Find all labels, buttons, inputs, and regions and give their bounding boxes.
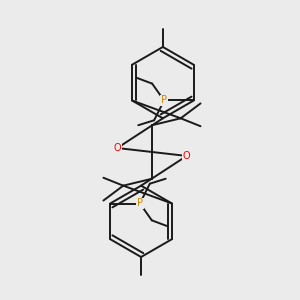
- Text: P: P: [137, 199, 143, 208]
- Text: O: O: [183, 151, 190, 161]
- Text: P: P: [161, 95, 167, 106]
- Text: O: O: [113, 143, 121, 153]
